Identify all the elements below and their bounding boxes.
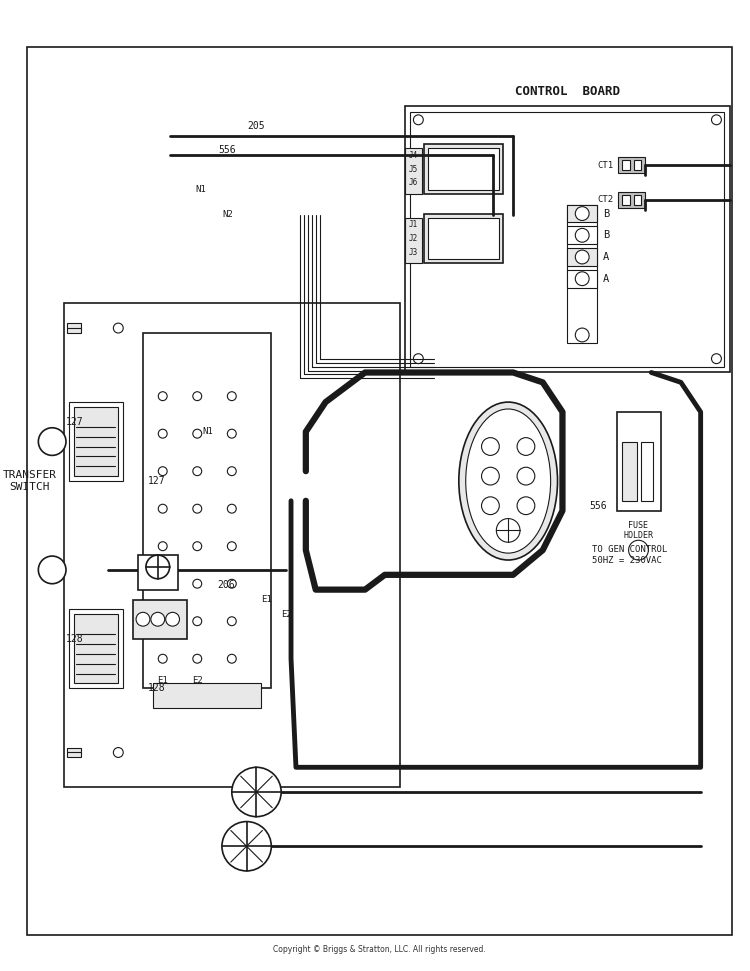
Bar	[133, 599, 188, 639]
Text: TRANSFER
SWITCH: TRANSFER SWITCH	[2, 470, 56, 492]
Text: CONTROL  BOARD: CONTROL BOARD	[515, 85, 620, 98]
Text: TO GEN CONTROL
50HZ = 230VAC: TO GEN CONTROL 50HZ = 230VAC	[592, 545, 668, 564]
Bar	[616, 412, 662, 511]
Bar	[568, 205, 597, 222]
Circle shape	[136, 613, 150, 626]
Bar	[74, 615, 118, 684]
Bar	[568, 226, 597, 244]
Bar	[64, 303, 400, 787]
Text: CT2: CT2	[598, 195, 613, 204]
Bar	[568, 249, 597, 266]
Text: 127: 127	[66, 417, 83, 427]
Bar	[69, 402, 123, 481]
Text: 127: 127	[148, 476, 166, 486]
Text: E2: E2	[281, 610, 292, 619]
Text: 556: 556	[218, 146, 236, 155]
Bar	[424, 214, 503, 263]
Bar	[568, 205, 597, 343]
Circle shape	[38, 428, 66, 455]
Bar	[153, 684, 262, 708]
Text: A: A	[603, 252, 609, 262]
Text: FUSE
HOLDER: FUSE HOLDER	[623, 520, 653, 540]
Bar	[428, 218, 500, 259]
Text: J5: J5	[409, 165, 418, 174]
Bar	[641, 442, 653, 501]
Text: E2: E2	[192, 676, 202, 685]
Text: N2: N2	[634, 502, 644, 511]
Text: N1: N1	[195, 185, 206, 194]
Text: J6: J6	[409, 179, 418, 187]
Circle shape	[222, 821, 272, 871]
Text: E1: E1	[262, 595, 272, 604]
Bar	[424, 145, 503, 194]
Bar	[74, 407, 118, 476]
Text: 206: 206	[217, 580, 235, 589]
Circle shape	[575, 328, 589, 342]
Text: N2: N2	[222, 210, 232, 219]
Text: J1: J1	[409, 219, 418, 229]
Bar	[618, 192, 645, 208]
Circle shape	[575, 251, 589, 264]
Text: 128: 128	[66, 634, 83, 644]
Text: CT1: CT1	[598, 161, 613, 170]
Bar	[622, 442, 638, 501]
Circle shape	[575, 228, 589, 242]
Text: A: A	[603, 274, 609, 284]
Text: J2: J2	[409, 234, 418, 243]
Bar	[138, 555, 178, 589]
Bar	[69, 610, 123, 688]
Circle shape	[166, 613, 179, 626]
Circle shape	[232, 767, 281, 817]
Ellipse shape	[459, 402, 557, 560]
Ellipse shape	[466, 409, 550, 553]
Text: J4: J4	[409, 151, 418, 160]
Bar	[568, 270, 597, 287]
Text: B: B	[603, 209, 609, 218]
Bar	[67, 748, 81, 757]
Bar	[622, 160, 629, 170]
Text: Copyright © Briggs & Stratton, LLC. All rights reserved.: Copyright © Briggs & Stratton, LLC. All …	[274, 946, 486, 954]
Bar	[404, 149, 422, 194]
Bar	[634, 160, 641, 170]
Circle shape	[38, 556, 66, 584]
Bar	[410, 112, 724, 367]
Bar	[404, 218, 422, 263]
Bar	[428, 149, 500, 190]
Circle shape	[151, 613, 165, 626]
Bar	[618, 157, 645, 173]
Circle shape	[575, 207, 589, 220]
Text: E1: E1	[158, 676, 168, 685]
Bar	[634, 195, 641, 205]
Text: 205: 205	[248, 120, 266, 131]
Bar	[143, 333, 272, 688]
Bar	[622, 195, 629, 205]
Text: 556: 556	[590, 501, 607, 511]
Bar	[404, 106, 730, 373]
Text: B: B	[603, 230, 609, 240]
Bar	[67, 323, 81, 333]
Text: N1: N1	[202, 427, 213, 436]
Text: 128: 128	[148, 684, 166, 693]
Text: J3: J3	[409, 248, 418, 256]
Circle shape	[575, 272, 589, 285]
